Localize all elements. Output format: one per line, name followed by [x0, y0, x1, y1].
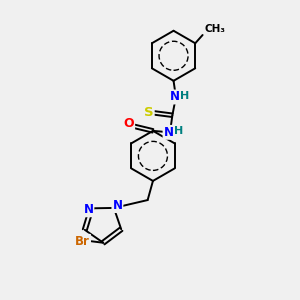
Text: S: S [144, 106, 154, 119]
Text: H: H [179, 91, 189, 100]
Text: Br: Br [75, 235, 90, 248]
Text: CH₃: CH₃ [204, 23, 225, 34]
Text: N: N [112, 199, 122, 212]
Text: N: N [83, 203, 93, 216]
Text: O: O [124, 117, 134, 130]
Text: H: H [174, 126, 183, 136]
Text: N: N [169, 91, 179, 103]
Text: N: N [164, 126, 174, 139]
